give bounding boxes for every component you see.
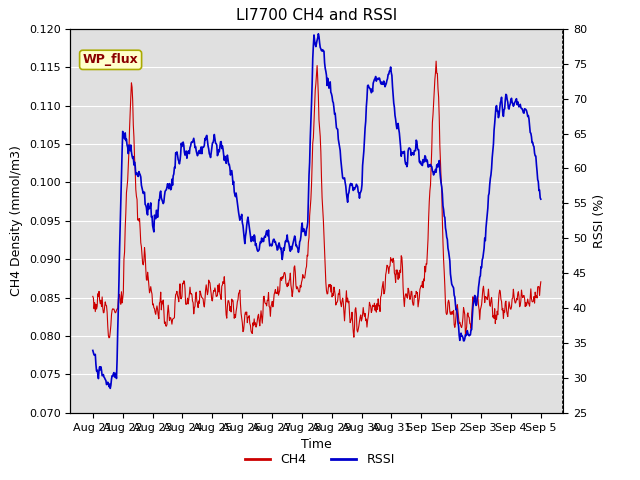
Y-axis label: CH4 Density (mmol/m3): CH4 Density (mmol/m3) <box>10 145 24 296</box>
Legend: CH4, RSSI: CH4, RSSI <box>240 448 400 471</box>
Y-axis label: RSSI (%): RSSI (%) <box>593 194 605 248</box>
Text: WP_flux: WP_flux <box>83 53 138 66</box>
X-axis label: Time: Time <box>301 438 332 451</box>
Title: LI7700 CH4 and RSSI: LI7700 CH4 and RSSI <box>236 9 397 24</box>
